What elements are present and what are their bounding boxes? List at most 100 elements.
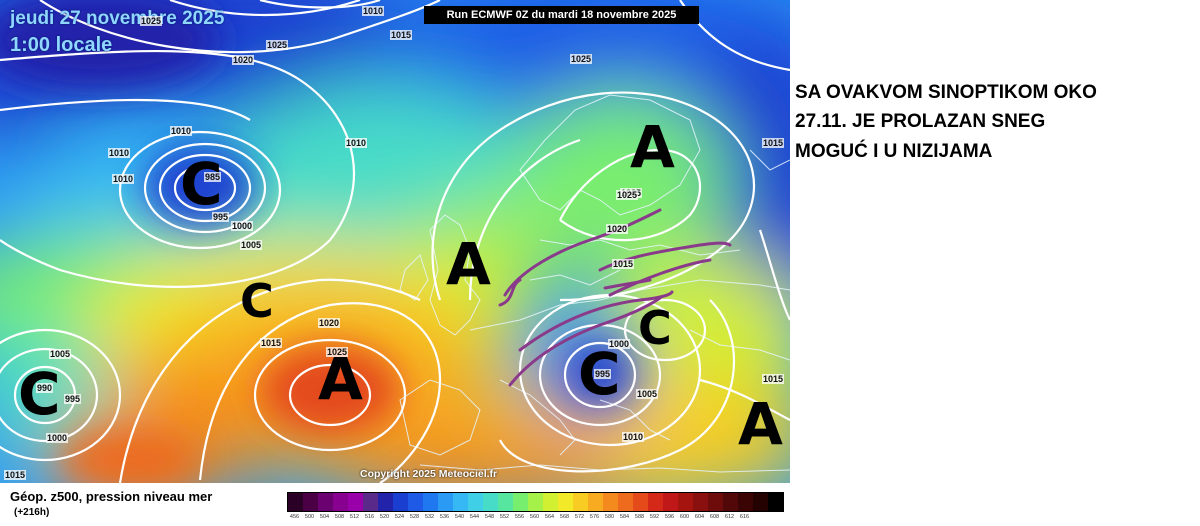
isobar-label: 1010 (362, 6, 385, 16)
map-legend: Géop. z500, pression niveau mer (+216h) … (0, 483, 790, 526)
color-scale-tick: 580 (604, 514, 615, 520)
color-scale-tick: 556 (514, 514, 525, 520)
color-scale-tick: 568 (559, 514, 570, 520)
isobar-label: 1025 (326, 347, 349, 357)
color-scale-tick: 512 (349, 514, 360, 520)
annotation-line: 27.11. JE PROLAZAN SNEG (795, 111, 1046, 133)
color-scale-tick: 616 (739, 514, 750, 520)
color-scale-tick: 600 (679, 514, 690, 520)
high-pressure-scandinavia: A (630, 113, 675, 181)
color-scale-swatch (648, 493, 663, 511)
color-scale-tick (767, 514, 782, 520)
color-scale-tick: 524 (394, 514, 405, 520)
isobar-label: 1010 (112, 174, 135, 184)
legend-forecast-hour: (+216h) (14, 507, 50, 518)
color-scale-swatch (633, 493, 648, 511)
color-scale-tick (752, 514, 767, 520)
color-scale-swatch (288, 493, 303, 511)
high-pressure-british-isles: A (446, 230, 491, 298)
color-scale-swatch (603, 493, 618, 511)
color-scale-tick: 564 (544, 514, 555, 520)
color-scale-tick: 596 (664, 514, 675, 520)
color-scale-tick: 508 (334, 514, 345, 520)
color-scale-swatch (363, 493, 378, 511)
low-pressure-atlantic-west: C (18, 360, 61, 428)
high-pressure-azores: A (318, 345, 363, 413)
low-pressure-iceland: C (180, 150, 223, 218)
color-scale-tick: 536 (439, 514, 450, 520)
isobar-label: 1015 (4, 470, 27, 480)
color-scale-tick: 612 (724, 514, 735, 520)
color-scale-swatch (558, 493, 573, 511)
isobar-label: 1010 (170, 126, 193, 136)
color-scale-swatch (663, 493, 678, 511)
color-scale-tick: 548 (484, 514, 495, 520)
isobar-label: 1005 (49, 349, 72, 359)
weather-map: jeudi 27 novembre 2025 1:00 locale Run E… (0, 0, 790, 483)
color-scale-tick: 516 (364, 514, 375, 520)
color-scale-tick: 500 (304, 514, 315, 520)
color-scale-swatch (318, 493, 333, 511)
isobar-label: 995 (64, 394, 82, 404)
color-scale-tick: 552 (499, 514, 510, 520)
color-scale-swatch (678, 493, 693, 511)
isobar-label: 1015 (612, 259, 635, 269)
color-scale-swatch (333, 493, 348, 511)
color-scale-tick: 544 (469, 514, 480, 520)
color-scale-swatch (303, 493, 318, 511)
color-scale-tick: 576 (589, 514, 600, 520)
color-scale-tick: 560 (529, 514, 540, 520)
color-scale-swatch (753, 493, 768, 511)
color-scale-ticks: 456 500 504 508 512 516 520 524 528 532 536 540 544 5… (287, 514, 782, 520)
color-scale-tick: 456 (289, 514, 300, 520)
color-scale-swatch (738, 493, 753, 511)
forecast-date: jeudi 27 novembre 2025 (10, 8, 225, 29)
local-time: 1:00 locale (10, 34, 113, 56)
color-scale-tick: 604 (694, 514, 705, 520)
model-run-label: Run ECMWF 0Z du mardi 18 novembre 2025 (424, 6, 699, 24)
color-scale-swatch (393, 493, 408, 511)
color-scale-tick: 532 (424, 514, 435, 520)
isobar-label: 1000 (231, 221, 254, 231)
annotation-line: SA OVAKVOM SINOPTIKOM OKO (795, 82, 1097, 103)
low-pressure-atlantic-mid: C (240, 274, 274, 328)
color-scale-tick: 540 (454, 514, 465, 520)
color-scale (287, 492, 784, 512)
isobar-label: 1015 (762, 138, 785, 148)
isobars (0, 0, 790, 483)
color-scale-tick: 520 (379, 514, 390, 520)
forecast-annotation: SA OVAKVOM SINOPTIKOM OKO 27.11. JE PROL… (795, 78, 1195, 166)
isobar-label: 990 (36, 383, 54, 393)
isobar-label: 1010 (345, 138, 368, 148)
color-scale-swatch (708, 493, 723, 511)
isobar-label: 1025 (616, 190, 639, 200)
isobar-label: 1015 (260, 338, 283, 348)
low-pressure-balkans: C (638, 301, 672, 355)
isobar-label: 1025 (140, 16, 163, 26)
isobar-label: 1005 (636, 389, 659, 399)
copyright-notice: Copyright 2025 Meteociel.fr (360, 468, 498, 480)
isobar-label: 1015 (390, 30, 413, 40)
color-scale-swatch (618, 493, 633, 511)
high-pressure-russia: A (738, 390, 783, 458)
color-scale-tick: 572 (574, 514, 585, 520)
color-scale-swatch (528, 493, 543, 511)
isobar-label: 1010 (108, 148, 131, 158)
isobar-label: 985 (204, 172, 222, 182)
color-scale-swatch (348, 493, 363, 511)
color-scale-swatch (588, 493, 603, 511)
color-scale-swatch (408, 493, 423, 511)
color-scale-swatch (768, 493, 783, 511)
color-scale-tick: 504 (319, 514, 330, 520)
color-scale-swatch (513, 493, 528, 511)
color-scale-swatch (573, 493, 588, 511)
isobar-label: 1000 (46, 433, 69, 443)
isobar-label: 1025 (570, 54, 593, 64)
color-scale-swatch (543, 493, 558, 511)
isobar-label: 1015 (762, 374, 785, 384)
color-scale-tick: 584 (619, 514, 630, 520)
color-scale-tick: 588 (634, 514, 645, 520)
color-scale-swatch (423, 493, 438, 511)
isobar-label: 1005 (240, 240, 263, 250)
annotation-line: MOGUĆ I U NIZIJAMA (795, 140, 993, 162)
